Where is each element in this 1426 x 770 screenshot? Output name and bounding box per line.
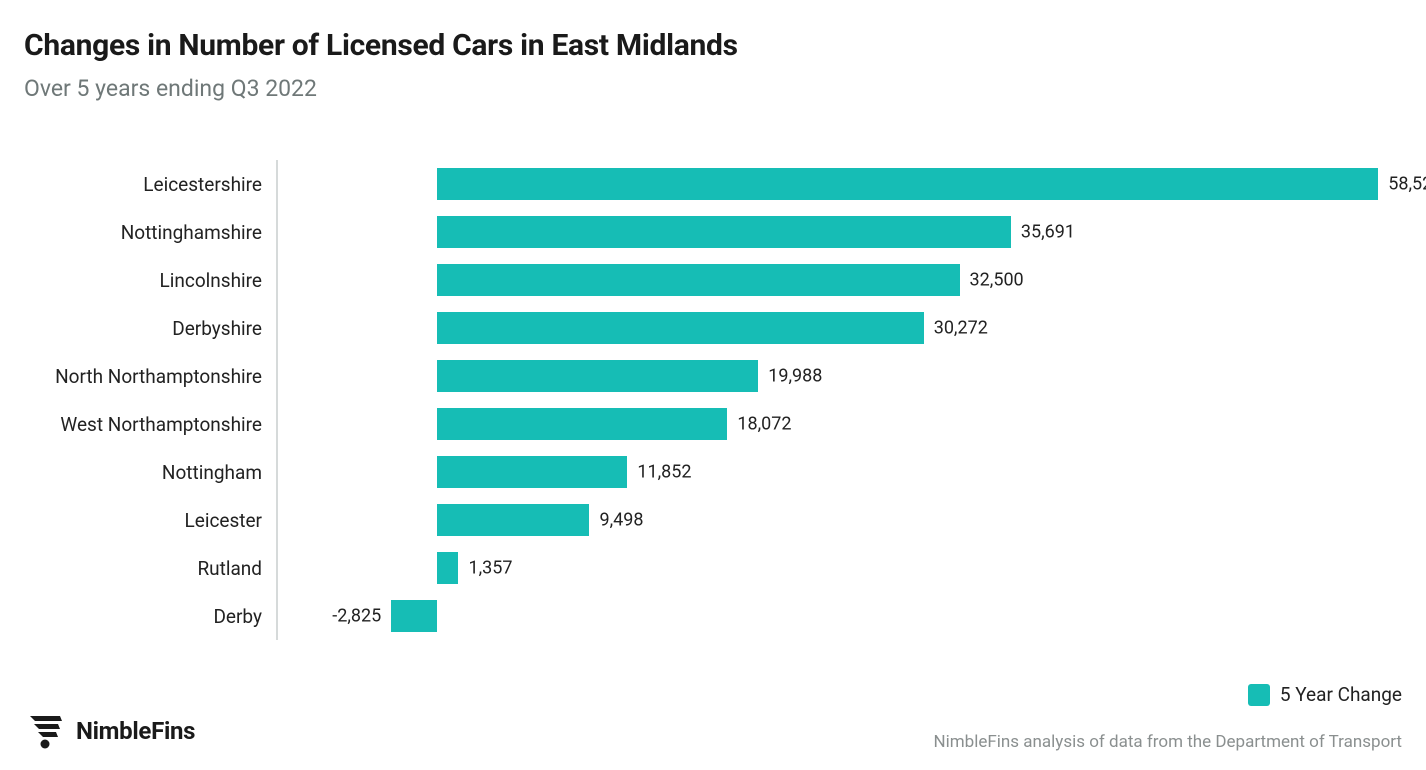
category-label: Leicester	[24, 509, 276, 532]
axis-line	[276, 400, 286, 448]
bar-value-label: -2,825	[332, 606, 381, 627]
axis-line	[276, 352, 286, 400]
bar-track: 9,498	[286, 496, 1402, 544]
bar-value-label: 11,852	[637, 462, 691, 483]
bar	[437, 504, 590, 536]
bar-row: Derbyshire 30,272	[24, 304, 1402, 352]
chart-subtitle: Over 5 years ending Q3 2022	[24, 75, 1402, 102]
bar-track: 18,072	[286, 400, 1402, 448]
bar-value-label: 9,498	[599, 510, 643, 531]
legend: 5 Year Change	[1248, 683, 1402, 706]
bar-track: 32,500	[286, 256, 1402, 304]
axis-line	[276, 256, 286, 304]
bar-row: Lincolnshire 32,500	[24, 256, 1402, 304]
bar	[391, 600, 436, 632]
bar	[437, 312, 924, 344]
chart-title: Changes in Number of Licensed Cars in Ea…	[24, 28, 1402, 63]
bar-track: 58,525	[286, 160, 1402, 208]
bar-value-label: 19,988	[768, 366, 822, 387]
axis-line	[276, 448, 286, 496]
bar-value-label: 1,357	[468, 558, 512, 579]
bar	[437, 168, 1379, 200]
bar-row: Rutland 1,357	[24, 544, 1402, 592]
axis-line	[276, 160, 286, 208]
axis-line	[276, 496, 286, 544]
logo-icon	[24, 710, 66, 752]
bar-row: Nottinghamshire 35,691	[24, 208, 1402, 256]
category-label: Rutland	[24, 557, 276, 580]
category-label: Nottingham	[24, 461, 276, 484]
bar-row: Leicester 9,498	[24, 496, 1402, 544]
bar-row: North Northamptonshire 19,988	[24, 352, 1402, 400]
bar-row: Nottingham 11,852	[24, 448, 1402, 496]
bar	[437, 360, 759, 392]
category-label: West Northamptonshire	[24, 413, 276, 436]
bar-value-label: 30,272	[934, 318, 988, 339]
legend-label: 5 Year Change	[1280, 683, 1402, 706]
bar-chart: Leicestershire 58,525 Nottinghamshire 35,69…	[24, 160, 1402, 660]
bar-track: 19,988	[286, 352, 1402, 400]
category-label: North Northamptonshire	[24, 365, 276, 388]
bar-value-label: 18,072	[737, 414, 791, 435]
source-attribution: NimbleFins analysis of data from the Dep…	[933, 732, 1402, 752]
bar-row: Leicestershire 58,525	[24, 160, 1402, 208]
bar	[437, 216, 1011, 248]
category-label: Derby	[24, 605, 276, 628]
axis-line	[276, 592, 286, 640]
bar-track: 11,852	[286, 448, 1402, 496]
bar-value-label: 58,525	[1388, 174, 1426, 195]
axis-line	[276, 304, 286, 352]
category-label: Derbyshire	[24, 317, 276, 340]
bar	[437, 264, 960, 296]
bar-track: 30,272	[286, 304, 1402, 352]
category-label: Leicestershire	[24, 173, 276, 196]
bar-track: 35,691	[286, 208, 1402, 256]
legend-swatch	[1248, 684, 1270, 706]
axis-line	[276, 208, 286, 256]
bar-row: West Northamptonshire 18,072	[24, 400, 1402, 448]
bar-track: -2,825	[286, 592, 1402, 640]
footer: NimbleFins NimbleFins analysis of data f…	[24, 710, 1402, 752]
bar	[437, 552, 459, 584]
bar-track: 1,357	[286, 544, 1402, 592]
logo-text: NimbleFins	[76, 717, 195, 745]
bar-row: Derby -2,825	[24, 592, 1402, 640]
bar	[437, 408, 728, 440]
axis-line	[276, 544, 286, 592]
bar	[437, 456, 628, 488]
bar-value-label: 32,500	[970, 270, 1024, 291]
category-label: Lincolnshire	[24, 269, 276, 292]
category-label: Nottinghamshire	[24, 221, 276, 244]
bar-value-label: 35,691	[1021, 222, 1075, 243]
